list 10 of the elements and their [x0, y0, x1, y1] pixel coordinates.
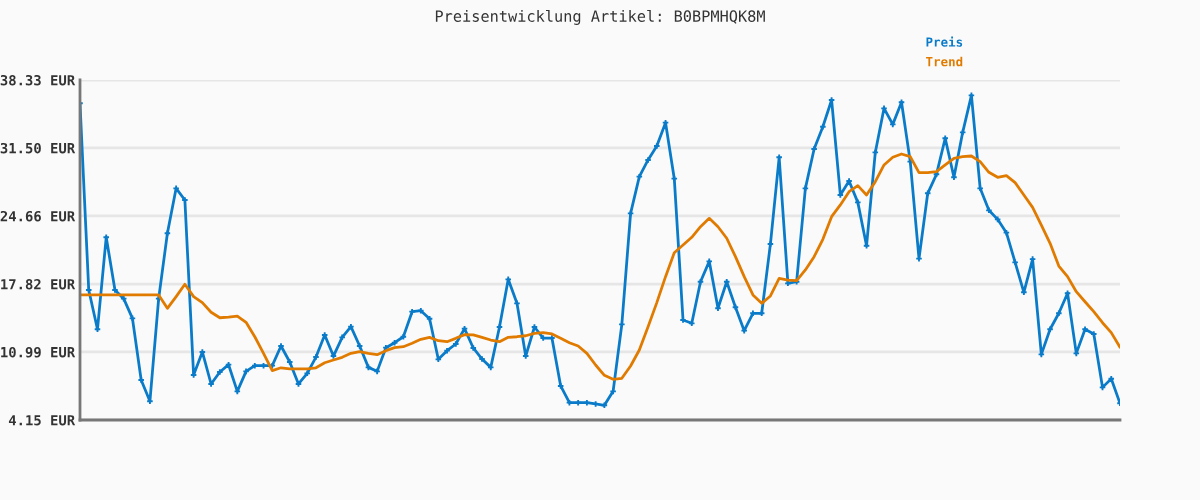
y-tick-label: 31.50 EUR — [0, 142, 76, 154]
y-tick-label: 17.82 EUR — [1, 278, 76, 290]
y-tick-label: 38.33 EUR — [0, 74, 76, 86]
line-series — [80, 152, 1120, 381]
y-tick-label: 24.66 EUR — [0, 210, 76, 222]
y-tick-label: 4.15 EUR — [8, 415, 76, 426]
y-tick-label: 10.99 EUR — [1, 346, 76, 358]
chart-title: Preisentwicklung Artikel: B0BPMHQK8M — [435, 9, 765, 25]
text: Trend — [926, 56, 963, 67]
text: Preis — [926, 36, 963, 47]
